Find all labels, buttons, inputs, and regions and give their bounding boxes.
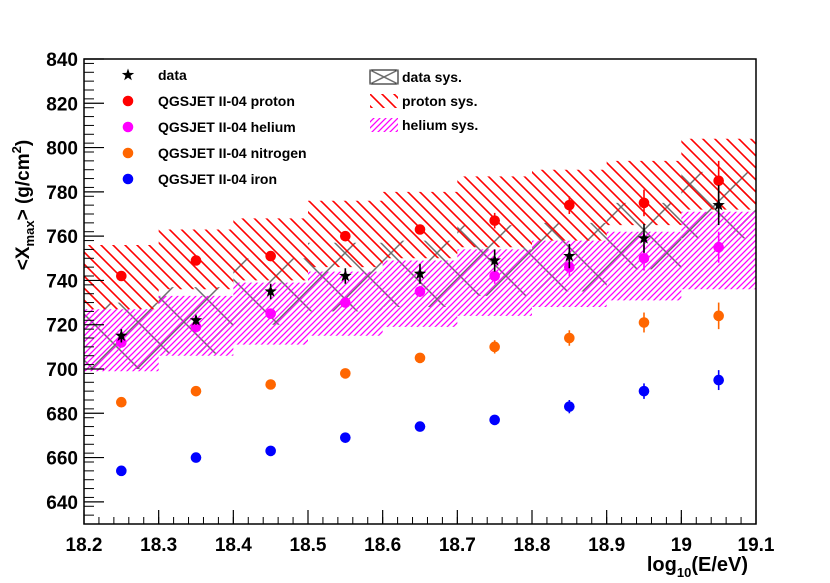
legend-label-qgsjet-ii-04-proton: QGSJET II-04 proton xyxy=(158,93,295,109)
y-tick-label: 780 xyxy=(46,183,78,204)
point-qgsjet-ii-04-helium xyxy=(414,286,426,297)
point-qgsjet-ii-04-proton xyxy=(564,199,575,211)
legend-marker-data xyxy=(121,68,135,81)
x-tick-label: 18.7 xyxy=(439,535,476,556)
legend-label-data-sys: data sys. xyxy=(402,69,462,85)
point-data xyxy=(563,249,576,262)
swatch-border xyxy=(369,69,399,85)
y-axis-title: <Xmax> (g/cm2) xyxy=(9,140,37,270)
point-data xyxy=(637,231,651,244)
y-tick-label: 680 xyxy=(46,404,78,425)
point-data xyxy=(189,313,203,326)
point-data xyxy=(488,254,501,266)
y-tick-label: 660 xyxy=(46,449,78,470)
point-qgsjet-ii-04-iron xyxy=(190,452,202,463)
point-qgsjet-ii-04-proton xyxy=(340,230,351,242)
legend-label-helium-sys: helium sys. xyxy=(402,117,478,133)
point-qgsjet-ii-04-iron xyxy=(713,374,724,386)
point-qgsjet-ii-04-proton xyxy=(638,197,650,209)
point-qgsjet-ii-04-nitrogen xyxy=(414,352,426,364)
point-qgsjet-ii-04-helium xyxy=(340,297,351,308)
y-tick-label: 820 xyxy=(46,94,78,115)
x-tick-label: 18.2 xyxy=(66,535,103,556)
y-tick-label: 700 xyxy=(46,360,78,381)
y-tick-label: 740 xyxy=(46,271,78,292)
point-qgsjet-ii-04-proton xyxy=(414,224,426,235)
legend-marker-qgsjet-ii-04-proton xyxy=(122,95,134,107)
legend-swatch-helium-sys xyxy=(370,118,398,132)
x-tick-label: 18.3 xyxy=(140,535,177,556)
point-qgsjet-ii-04-helium xyxy=(713,241,724,253)
point-qgsjet-ii-04-nitrogen xyxy=(638,317,650,328)
swatch-hatch xyxy=(369,69,399,85)
point-data xyxy=(413,267,427,280)
legend-marker-qgsjet-ii-04-iron xyxy=(122,173,134,185)
x-tick-label: 18.8 xyxy=(514,535,551,556)
point-data xyxy=(264,285,277,297)
point-qgsjet-ii-04-nitrogen xyxy=(190,385,202,397)
x-axis-title: log10(E/eV) xyxy=(647,554,748,580)
point-qgsjet-ii-04-proton xyxy=(713,175,724,187)
point-qgsjet-ii-04-nitrogen xyxy=(340,368,351,379)
legend-swatch-proton-sys xyxy=(370,94,398,108)
x-tick-label: 19.1 xyxy=(738,535,775,556)
band-proton-sys xyxy=(84,138,756,310)
legend-marker-qgsjet-ii-04-nitrogen xyxy=(122,147,134,159)
point-qgsjet-ii-04-iron xyxy=(564,401,575,412)
point-qgsjet-ii-04-proton xyxy=(190,255,202,266)
point-qgsjet-ii-04-nitrogen xyxy=(489,341,500,353)
x-tick-label: 19 xyxy=(671,535,692,556)
point-qgsjet-ii-04-helium xyxy=(638,252,650,264)
point-qgsjet-ii-04-proton xyxy=(489,215,500,226)
y-tick-label: 800 xyxy=(46,139,78,160)
legend-label-qgsjet-ii-04-iron: QGSJET II-04 iron xyxy=(158,171,277,187)
point-qgsjet-ii-04-proton xyxy=(265,250,276,262)
x-tick-label: 18.9 xyxy=(588,535,625,556)
point-qgsjet-ii-04-nitrogen xyxy=(116,396,127,408)
plot-frame xyxy=(83,58,757,525)
y-tick-label: 720 xyxy=(46,316,78,337)
x-tick-label: 18.4 xyxy=(215,535,252,556)
point-qgsjet-ii-04-iron xyxy=(489,414,500,426)
y-tick-label: 760 xyxy=(46,227,78,248)
point-qgsjet-ii-04-nitrogen xyxy=(564,332,575,344)
point-qgsjet-ii-04-iron xyxy=(116,465,127,477)
point-qgsjet-ii-04-nitrogen xyxy=(265,379,276,390)
point-data xyxy=(115,329,128,342)
point-qgsjet-ii-04-proton xyxy=(116,270,127,282)
legend-marker-qgsjet-ii-04-helium xyxy=(122,121,134,133)
point-qgsjet-ii-04-helium xyxy=(265,308,276,319)
legend-label-qgsjet-ii-04-nitrogen: QGSJET II-04 nitrogen xyxy=(158,145,307,161)
point-qgsjet-ii-04-iron xyxy=(265,445,276,457)
x-tick-label: 18.5 xyxy=(290,535,327,556)
point-qgsjet-ii-04-iron xyxy=(340,432,351,443)
legend-label-proton-sys: proton sys. xyxy=(402,93,477,109)
point-qgsjet-ii-04-nitrogen xyxy=(713,310,724,322)
legend-label-qgsjet-ii-04-helium: QGSJET II-04 helium xyxy=(158,119,296,135)
x-tick-label: 18.6 xyxy=(364,535,401,556)
legend-swatch-data-sys xyxy=(369,69,399,85)
y-tick-label: 640 xyxy=(46,493,78,514)
point-data xyxy=(712,198,725,211)
legend: data QGSJET II-04 proton QGSJET II-04 heli… xyxy=(121,67,478,187)
y-tick-label: 840 xyxy=(46,50,78,71)
point-qgsjet-ii-04-helium xyxy=(489,270,500,282)
point-qgsjet-ii-04-iron xyxy=(638,385,650,397)
legend-label-data: data xyxy=(158,67,187,83)
point-qgsjet-ii-04-iron xyxy=(414,421,426,432)
point-data xyxy=(339,269,352,282)
swatch-fill xyxy=(370,118,398,132)
swatch-fill xyxy=(370,94,398,108)
